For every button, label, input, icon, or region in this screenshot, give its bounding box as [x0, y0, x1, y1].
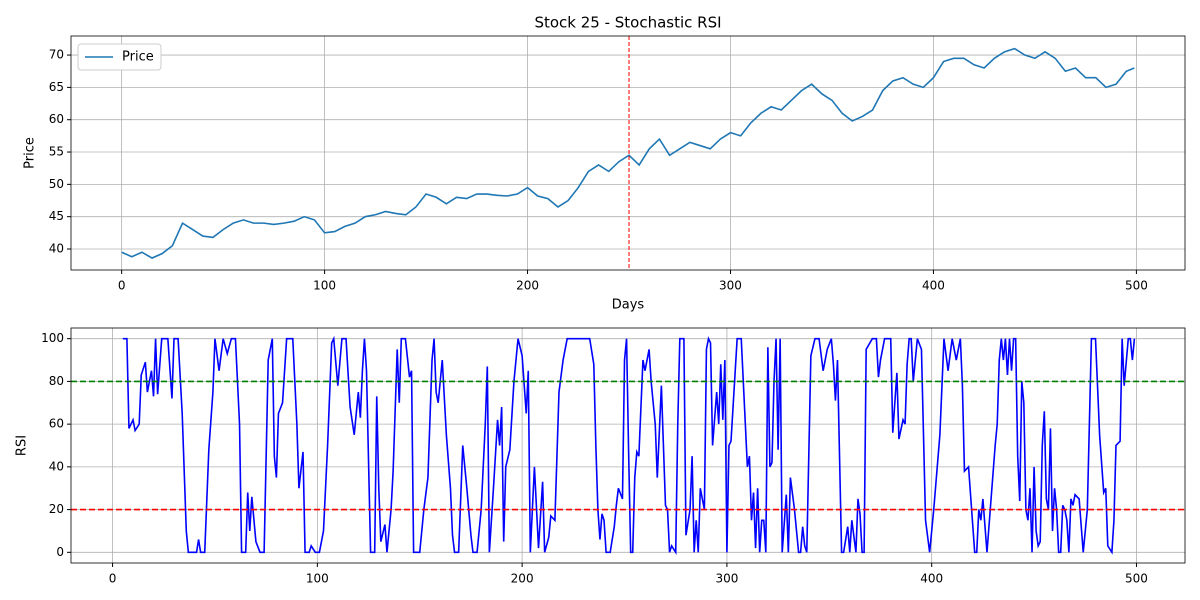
- x-tick-label: 500: [1125, 572, 1148, 586]
- x-tick-label: 400: [920, 572, 943, 586]
- series-line: [121, 47, 1135, 259]
- series-line: [122, 335, 1136, 555]
- y-tick-label: 55: [49, 145, 64, 159]
- y-tick-label: 80: [49, 374, 64, 388]
- x-tick-label: 300: [715, 572, 738, 586]
- y-tick-label: 50: [49, 177, 64, 191]
- y-tick-label: 40: [49, 241, 64, 255]
- y-axis-label: Price: [23, 137, 38, 169]
- x-axis-label: Days: [612, 298, 645, 313]
- x-tick-label: 500: [1125, 279, 1148, 293]
- y-axis-label: RSI: [15, 435, 30, 456]
- chart-title: Stock 25 - Stochastic RSI: [534, 14, 721, 32]
- y-tick-label: 40: [49, 459, 64, 473]
- y-tick-label: 100: [41, 331, 64, 345]
- x-tick-label: 300: [719, 279, 742, 293]
- x-tick-label: 400: [922, 279, 945, 293]
- y-tick-label: 70: [49, 48, 64, 62]
- legend-box: [77, 43, 162, 71]
- x-tick-label: 200: [516, 279, 539, 293]
- x-tick-label: 0: [109, 572, 117, 586]
- axes-frame: [70, 35, 1186, 271]
- y-tick-label: 20: [49, 502, 64, 516]
- axes-frame: [70, 327, 1186, 564]
- x-tick-label: 200: [511, 572, 534, 586]
- y-tick-label: 45: [49, 209, 64, 223]
- y-tick-label: 60: [49, 112, 64, 126]
- legend-label: Price: [122, 50, 154, 65]
- y-tick-label: 60: [49, 417, 64, 431]
- x-tick-label: 100: [313, 279, 336, 293]
- x-tick-label: 100: [306, 572, 329, 586]
- y-tick-label: 0: [56, 545, 64, 559]
- x-tick-label: 0: [118, 279, 126, 293]
- y-tick-label: 65: [49, 80, 64, 94]
